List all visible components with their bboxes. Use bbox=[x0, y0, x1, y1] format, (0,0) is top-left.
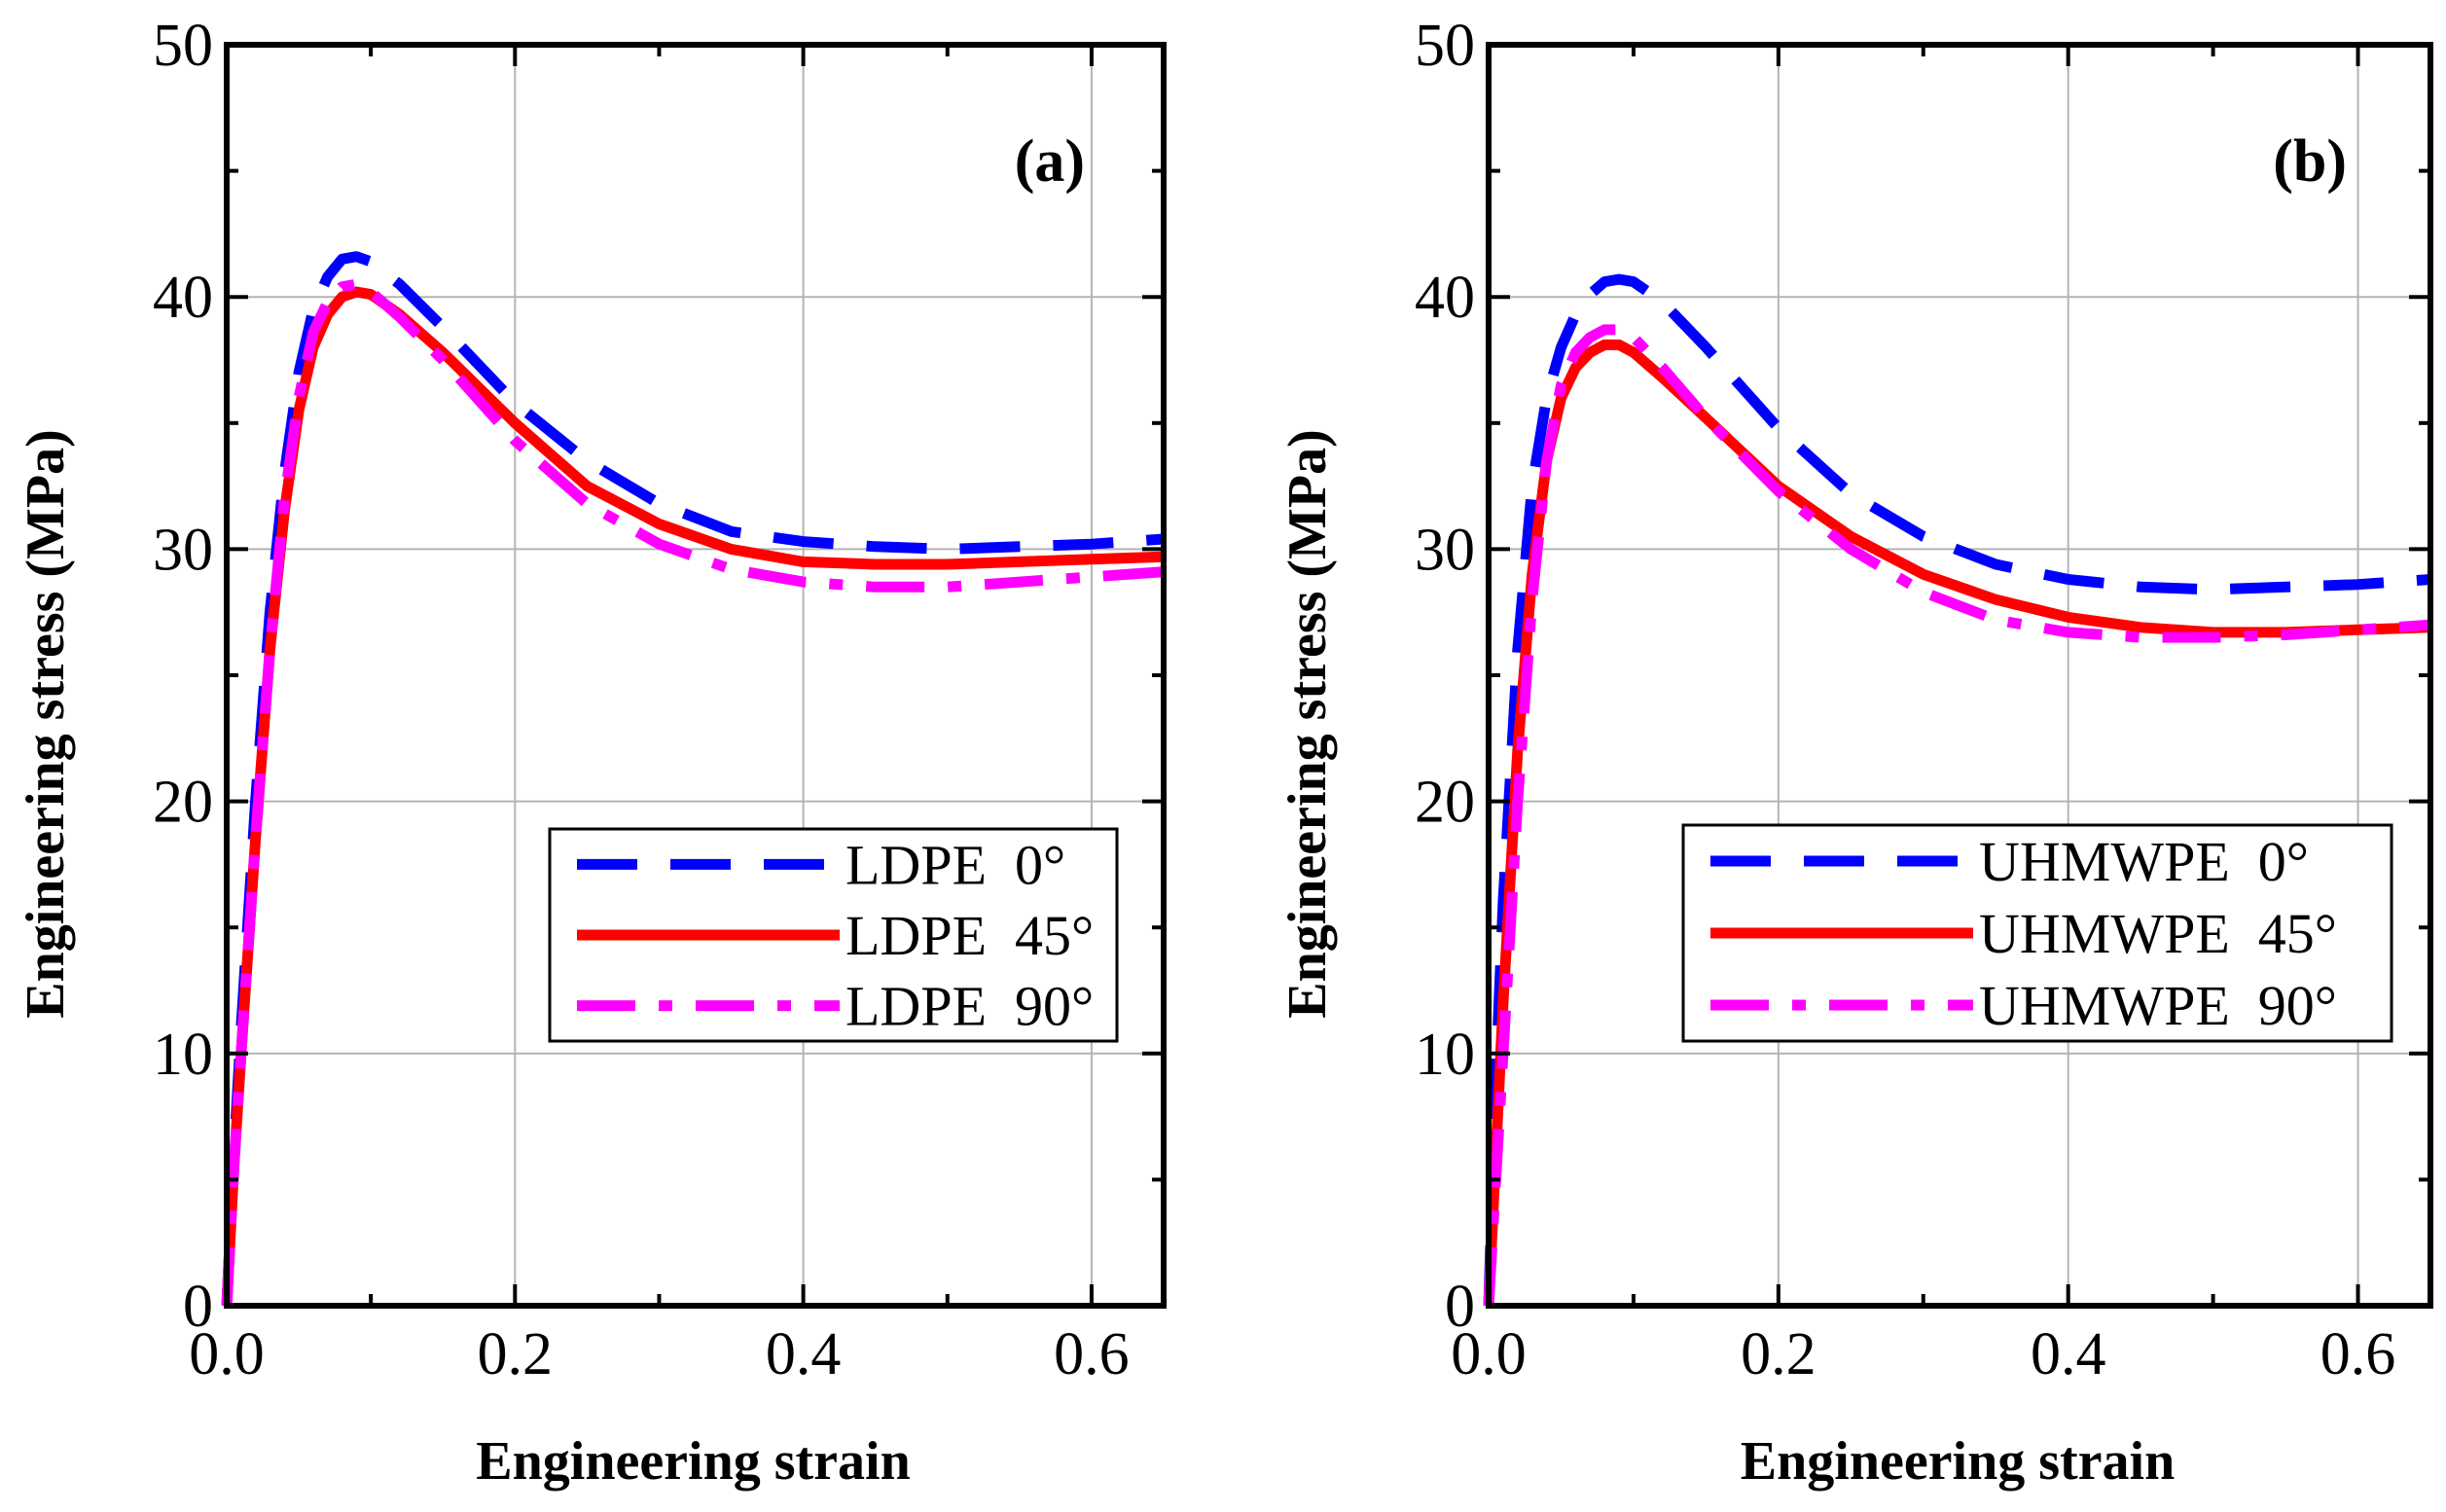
series-line-0 bbox=[1483, 273, 2431, 1307]
x-tick-label: 0.0 bbox=[189, 1321, 265, 1387]
panel-label: (b) bbox=[2273, 128, 2347, 195]
y-tick-label: 10 bbox=[1415, 1022, 1475, 1088]
y-tick-label: 30 bbox=[153, 517, 213, 583]
chart-panel-b: 0.0 0.2 0.4 0.6 0 10 20 30 40 50 Engineering strai… bbox=[1277, 13, 2433, 1492]
series-line-1 bbox=[221, 286, 1165, 1307]
plot-frame bbox=[1486, 42, 2433, 1309]
x-tick-label: 0.4 bbox=[2031, 1321, 2106, 1387]
legend-label-1: LDPE 45° bbox=[845, 904, 1094, 967]
x-tick-label: 0.6 bbox=[2320, 1321, 2396, 1387]
x-axis-label: Engineering strain bbox=[476, 1431, 910, 1492]
series-line-0 bbox=[221, 251, 1165, 1307]
y-tick-label: 50 bbox=[1415, 13, 1475, 79]
y-tick-label: 40 bbox=[153, 265, 213, 331]
legend-label-2: UHMWPE 90° bbox=[1979, 974, 2337, 1037]
x-tick-label: 0.4 bbox=[766, 1321, 842, 1387]
plot-frame bbox=[224, 42, 1167, 1309]
x-tick-label: 0.2 bbox=[1741, 1321, 1817, 1387]
panel-label: (a) bbox=[1015, 128, 1085, 195]
y-axis-label: Engineering stress (MPa) bbox=[1277, 429, 1338, 1019]
series-line-2 bbox=[221, 278, 1165, 1307]
legend-label-0: UHMWPE 0° bbox=[1979, 830, 2309, 893]
chart-panel-a: 0.0 0.2 0.4 0.6 0 10 20 30 40 50 Engineering strai… bbox=[16, 13, 1167, 1492]
x-axis-label: Engineering strain bbox=[1741, 1431, 2175, 1492]
x-tick-label: 0.2 bbox=[478, 1321, 554, 1387]
series-line-1 bbox=[1483, 339, 2431, 1307]
legend-label-2: LDPE 90° bbox=[845, 975, 1094, 1038]
y-tick-label: 10 bbox=[153, 1022, 213, 1088]
y-tick-label: 20 bbox=[1415, 770, 1475, 836]
y-tick-label: 20 bbox=[153, 770, 213, 836]
x-tick-label: 0.0 bbox=[1451, 1321, 1527, 1387]
y-tick-label: 0 bbox=[183, 1274, 213, 1340]
x-tick-label: 0.6 bbox=[1054, 1321, 1130, 1387]
series-line-2 bbox=[1483, 324, 2431, 1307]
y-axis-label: Engineering stress (MPa) bbox=[16, 429, 76, 1019]
y-tick-label: 0 bbox=[1445, 1274, 1475, 1340]
legend: LDPE 0° LDPE 45° LDPE 90° bbox=[548, 827, 1119, 1043]
y-tick-label: 50 bbox=[153, 13, 213, 79]
legend-label-1: UHMWPE 45° bbox=[1979, 902, 2337, 965]
legend-label-0: LDPE 0° bbox=[845, 833, 1065, 896]
y-tick-label: 40 bbox=[1415, 265, 1475, 331]
legend: UHMWPE 0° UHMWPE 45° UHMWPE 90° bbox=[1681, 823, 2393, 1043]
y-tick-label: 30 bbox=[1415, 517, 1475, 583]
